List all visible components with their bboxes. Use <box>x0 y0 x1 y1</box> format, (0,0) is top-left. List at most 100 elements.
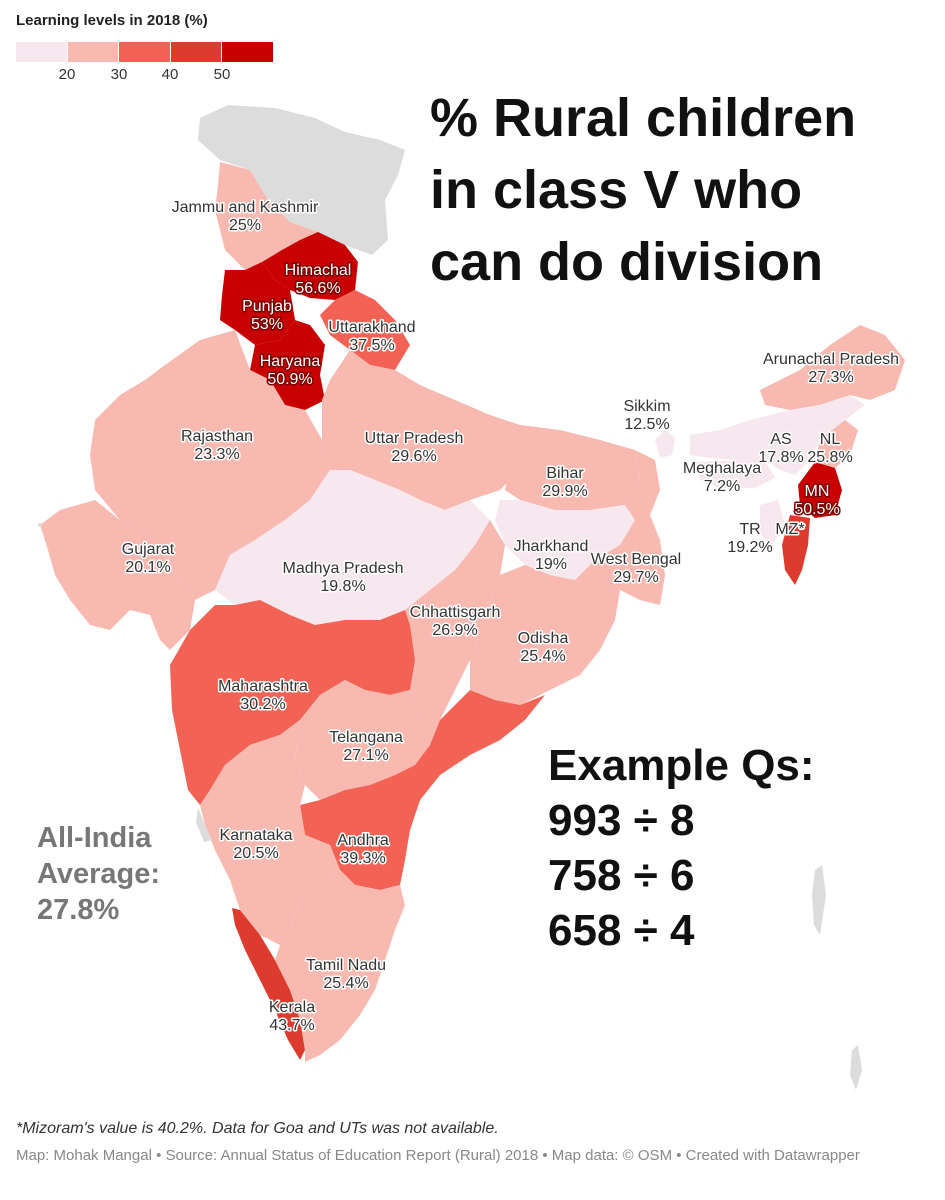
state-mizoram[interactable] <box>782 515 810 585</box>
average-line-1: All-India <box>37 822 152 854</box>
legend-swatch-1 <box>16 42 68 62</box>
label-mn-name: MN <box>805 483 830 500</box>
label-sk-value: 12.5% <box>624 416 669 433</box>
label-gj-name: Gujarat <box>122 541 175 558</box>
state-tamil-nadu[interactable] <box>275 870 405 1062</box>
legend-swatch-4 <box>170 42 223 62</box>
state-arunachal-pradesh[interactable] <box>760 325 905 410</box>
state-odisha[interactable] <box>470 565 620 705</box>
label-mp-value: 19.8% <box>320 578 365 595</box>
legend-color-scale <box>16 42 274 62</box>
label-wb-name: West Bengal <box>591 551 681 568</box>
label-br-name: Bihar <box>546 465 584 482</box>
label-kl-name: Kerala <box>269 999 315 1016</box>
label-tr-name: TR <box>739 521 760 538</box>
map-title: % Rural children in class V who can do d… <box>430 82 930 298</box>
state-himachal[interactable] <box>262 232 358 300</box>
label-as-name: AS <box>770 431 791 448</box>
label-nl-name: NL <box>820 431 841 448</box>
all-india-average: All-India Average: 27.8% <box>37 820 160 928</box>
label-ml-name: Meghalaya <box>683 460 761 477</box>
state-uttar-pradesh[interactable] <box>322 350 540 510</box>
state-rajasthan[interactable] <box>90 330 330 600</box>
example-heading: Example Qs: <box>548 741 815 790</box>
legend-tick-50: 50 <box>213 66 231 83</box>
label-tg-name: Telangana <box>329 729 403 746</box>
state-karnataka[interactable] <box>200 720 340 945</box>
label-br-value: 29.9% <box>542 483 587 500</box>
label-ka-name: Karnataka <box>220 827 293 844</box>
state-telangana[interactable] <box>295 680 440 800</box>
label-ap-value: 39.3% <box>340 850 385 867</box>
state-haryana[interactable] <box>250 320 325 410</box>
legend-tick-40: 40 <box>161 66 179 83</box>
example-q2: 758 ÷ 6 <box>548 851 695 900</box>
label-od-value: 25.4% <box>520 648 565 665</box>
legend-tick-20: 20 <box>58 66 76 83</box>
label-hr-name: Haryana <box>260 353 321 370</box>
region-ladakh-no-data <box>198 105 405 255</box>
label-tn-name: Tamil Nadu <box>306 957 386 974</box>
title-line-2: in class V who <box>430 160 803 220</box>
example-q1: 993 ÷ 8 <box>548 796 695 845</box>
state-madhya-pradesh[interactable] <box>215 470 490 625</box>
label-ml-value: 7.2% <box>704 478 740 495</box>
state-uttarakhand[interactable] <box>320 290 410 370</box>
label-hr-value: 50.9% <box>267 371 312 388</box>
label-cg-value: 26.9% <box>432 622 477 639</box>
label-jh-name: Jharkhand <box>514 538 589 555</box>
label-mn-value: 50.5% <box>794 501 839 518</box>
state-assam[interactable] <box>690 395 865 475</box>
state-sikkim[interactable] <box>655 430 675 458</box>
label-ka-value: 20.5% <box>233 845 278 862</box>
region-goa-no-data <box>196 808 212 842</box>
state-nagaland[interactable] <box>815 420 858 468</box>
state-punjab[interactable] <box>220 262 295 345</box>
state-tripura[interactable] <box>760 500 785 545</box>
label-pb-name: Punjab <box>242 298 292 315</box>
label-mh-name: Maharashtra <box>218 678 308 695</box>
legend-swatch-3 <box>119 42 171 62</box>
state-chhattisgarh[interactable] <box>405 520 505 720</box>
label-rj-name: Rajasthan <box>181 428 253 445</box>
label-hp-name: Himachal <box>285 262 352 279</box>
state-maharashtra[interactable] <box>170 600 415 805</box>
region-andaman-nicobar-no-data <box>812 865 862 1090</box>
state-bihar[interactable] <box>505 425 640 510</box>
region-lakshadweep-no-data <box>38 523 42 527</box>
legend-swatch-5 <box>222 42 274 62</box>
state-manipur[interactable] <box>798 462 842 518</box>
legend-title: Learning levels in 2018 (%) <box>16 12 208 29</box>
average-line-3: 27.8% <box>37 894 120 926</box>
label-rj-value: 23.3% <box>194 446 239 463</box>
label-od-name: Odisha <box>518 630 569 647</box>
label-kl-value: 43.7% <box>269 1017 314 1034</box>
state-jammu-kashmir[interactable] <box>215 162 318 270</box>
label-mz-name: MZ* <box>775 521 804 538</box>
state-kerala[interactable] <box>232 908 305 1060</box>
average-line-2: Average: <box>37 858 161 890</box>
label-tn-value: 25.4% <box>323 975 368 992</box>
state-west-bengal[interactable] <box>575 450 665 605</box>
label-tr-value: 19.2% <box>727 539 772 556</box>
label-hp-value: 56.6% <box>295 280 340 297</box>
label-sk-name: Sikkim <box>623 398 670 415</box>
legend-tick-30: 30 <box>110 66 128 83</box>
label-gj-value: 20.1% <box>125 559 170 576</box>
label-ar-name: Arunachal Pradesh <box>763 351 899 368</box>
state-andhra[interactable] <box>300 690 545 890</box>
label-ar-value: 27.3% <box>808 369 853 386</box>
credits: Map: Mohak Mangal • Source: Annual Statu… <box>16 1147 860 1164</box>
label-jk-value: 25% <box>229 217 261 234</box>
state-gujarat[interactable] <box>40 500 195 650</box>
label-tg-value: 27.1% <box>343 747 388 764</box>
state-jharkhand[interactable] <box>495 500 635 580</box>
label-ap-name: Andhra <box>337 832 389 849</box>
footnote: *Mizoram's value is 40.2%. Data for Goa … <box>16 1120 499 1137</box>
label-uk-value: 37.5% <box>349 337 394 354</box>
title-line-3: can do division <box>430 232 824 292</box>
state-labels: Jammu and Kashmir 25% Himachal 56.6% Pun… <box>120 198 900 1036</box>
state-meghalaya[interactable] <box>695 460 775 488</box>
label-jk-name: Jammu and Kashmir <box>172 199 319 216</box>
